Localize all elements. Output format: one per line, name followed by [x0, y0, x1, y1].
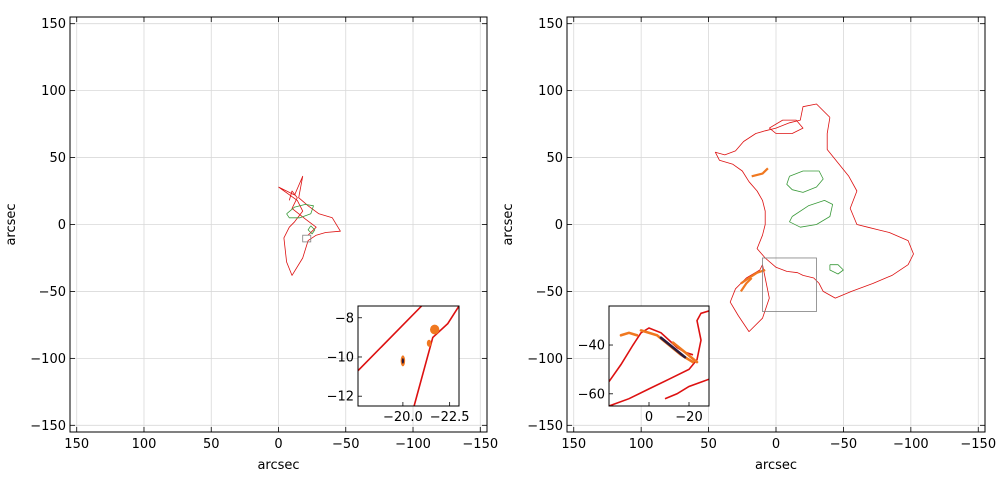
- y-tick-label: 100: [538, 84, 563, 99]
- series-arc-orange: [740, 268, 766, 285]
- inset-y-tick-label: −12: [327, 390, 354, 405]
- inset-y-tick-label: −8: [335, 311, 354, 326]
- inset-y-tick-label: −10: [327, 350, 354, 365]
- x-tick-label: −100: [395, 437, 431, 452]
- x-tick-label: −50: [332, 437, 359, 452]
- y-axis-label: arcsec: [4, 203, 19, 245]
- inset-y-tick-label: −60: [578, 387, 605, 402]
- y-tick-label: 100: [41, 84, 66, 99]
- y-tick-label: 50: [49, 151, 66, 166]
- series-group: [278, 175, 341, 276]
- x-tick-label: −150: [462, 437, 498, 452]
- inset-background: [609, 306, 709, 406]
- inset-line-red: [609, 310, 709, 406]
- x-tick-label: −100: [893, 437, 929, 452]
- series-critical-green: [786, 170, 824, 193]
- inset-line-red: [358, 306, 423, 372]
- inset-series-group: [609, 310, 709, 406]
- inset-x-tick-label: −20: [675, 410, 702, 425]
- x-tick-label: 50: [203, 437, 220, 452]
- inset-region-box: [302, 234, 312, 243]
- y-tick-label: −100: [527, 352, 563, 367]
- series-critical-green: [829, 264, 844, 275]
- inset-frame: [357, 305, 460, 407]
- axes-frame: [566, 16, 986, 433]
- y-tick-label: 0: [555, 218, 563, 233]
- series-caustic-red: [714, 103, 914, 299]
- y-tick-label: −150: [527, 419, 563, 434]
- panel-1: 150 100 50 0 −50 −100 −150 150 100 50 0 −50 −100 −150…: [4, 16, 498, 473]
- y-axis-label: arcsec: [501, 203, 516, 245]
- y-tick-label: 50: [546, 151, 563, 166]
- inset-x-tick-label: 0: [645, 410, 653, 425]
- inset-line-red: [664, 378, 709, 400]
- y-tick-label: 150: [41, 17, 66, 32]
- x-tick-label: 0: [274, 437, 282, 452]
- y-tick-label: −100: [30, 352, 66, 367]
- series-arc-orange: [751, 167, 769, 178]
- series-caustic-red: [769, 119, 804, 134]
- inset-y-tick-label: −40: [578, 339, 605, 354]
- series-group: [714, 103, 914, 333]
- x-tick-label: −50: [830, 437, 857, 452]
- inset-line-red: [413, 306, 459, 406]
- inset-arc-orange: [671, 341, 699, 364]
- x-tick-label: 150: [64, 437, 89, 452]
- inset-frame: [608, 305, 710, 407]
- inset-background: [358, 306, 459, 406]
- inset-blob-orange: [430, 324, 440, 335]
- series-critical-green: [286, 203, 314, 219]
- y-tick-label: 150: [538, 17, 563, 32]
- inset-x-tick-label: −22.5: [430, 410, 470, 425]
- x-tick-label: 0: [772, 437, 780, 452]
- y-tick-label: −50: [536, 285, 563, 300]
- inset-blob-dark: [401, 358, 405, 364]
- inset-panel: 0 −20 −40 −60: [578, 305, 710, 425]
- y-tick-label: 0: [58, 218, 66, 233]
- x-axis-label: arcsec: [755, 458, 797, 473]
- x-tick-label: 100: [629, 437, 654, 452]
- x-tick-label: 150: [561, 437, 586, 452]
- x-axis-label: arcsec: [257, 458, 299, 473]
- series-arc-orange: [739, 277, 753, 293]
- inset-region-box: [762, 257, 817, 312]
- panel-2: 150 100 50 0 −50 −100 −150 150 100 50 0 −50 −100 −150…: [501, 16, 996, 473]
- series-caustic-red: [288, 190, 317, 236]
- inset-x-tick-label: −20.0: [383, 410, 423, 425]
- y-tick-label: −150: [30, 419, 66, 434]
- series-critical-green: [789, 199, 833, 228]
- inset-arc-orange: [619, 331, 639, 337]
- inset-blob-orange: [426, 339, 432, 347]
- inset-series-group: [358, 306, 459, 406]
- series-caustic-red: [729, 264, 770, 333]
- series-caustic-red: [278, 175, 341, 276]
- axes-frame: [69, 16, 488, 433]
- series-critical-green: [307, 225, 316, 235]
- x-tick-label: −150: [960, 437, 996, 452]
- x-tick-label: 50: [700, 437, 717, 452]
- inset-panel: −20.0 −22.5 −8 −10 −12: [327, 305, 470, 425]
- y-tick-label: −50: [39, 285, 66, 300]
- inset-arc-dark: [659, 336, 687, 359]
- x-tick-label: 100: [132, 437, 157, 452]
